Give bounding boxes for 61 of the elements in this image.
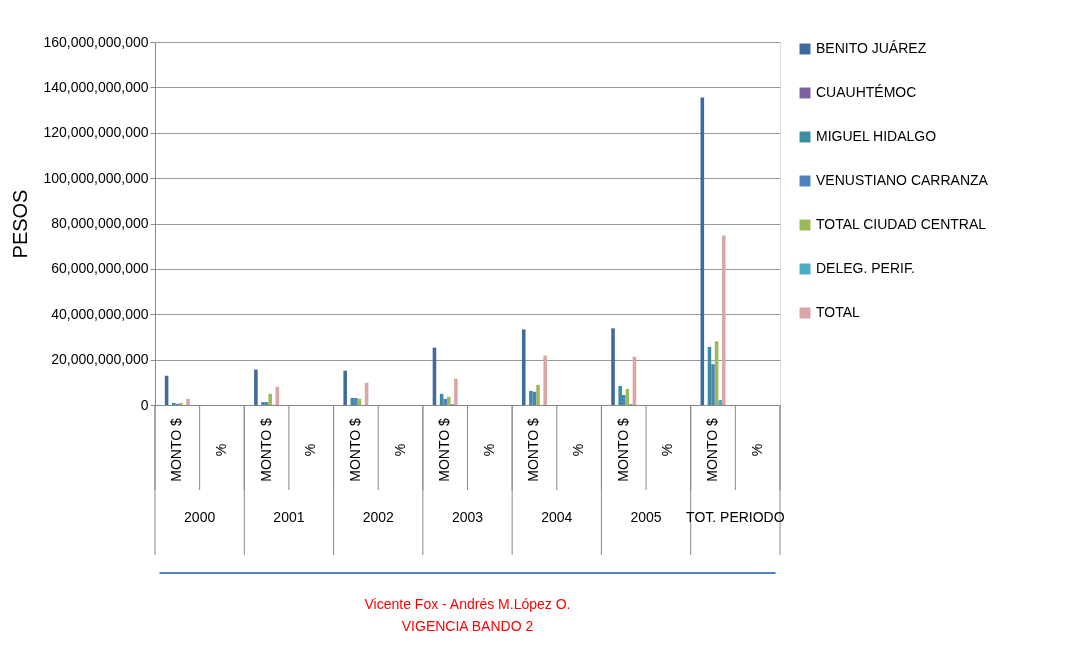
bar: [711, 364, 715, 405]
legend-label: TOTAL CIUDAD CENTRAL: [816, 216, 987, 232]
bar: [186, 398, 190, 405]
bar: [171, 402, 176, 405]
legend-label: TOTAL: [816, 304, 861, 320]
x-tick-label: %: [659, 443, 676, 457]
x-tick-label: MONTO $: [525, 418, 542, 482]
bar: [354, 397, 358, 405]
bar: [446, 396, 451, 405]
text: TOT. PERIODO: [686, 509, 785, 525]
text: Vicente Fox - Andrés M.López O.: [364, 596, 571, 612]
x-tick-label: %: [748, 443, 765, 457]
x-tick-label: %: [480, 443, 497, 457]
y-tick-label: 0: [140, 396, 149, 413]
x-tick-label: %: [212, 443, 229, 457]
y-tick-label: 160,000,000,000: [43, 33, 149, 50]
y-tick-label: 100,000,000,000: [43, 169, 149, 186]
x-tick-label: %: [570, 443, 587, 457]
bar: [261, 402, 265, 405]
y-tick-label: 60,000,000,000: [51, 260, 149, 277]
bar: [254, 369, 258, 405]
y-tick-label: 20,000,000,000: [51, 351, 149, 368]
legend-label: DELEG. PERIF.: [816, 260, 915, 276]
y-tick-label: 40,000,000,000: [51, 305, 149, 322]
y-tick-label: 80,000,000,000: [51, 215, 149, 231]
text: 2004: [541, 509, 573, 525]
bar: [721, 235, 726, 405]
x-tick-label: %: [391, 443, 408, 457]
y-tick-label: 140,000,000,000: [43, 78, 149, 95]
bar: [611, 328, 615, 405]
bar: [179, 402, 183, 405]
text: 2003: [451, 509, 484, 525]
bar: [343, 370, 347, 405]
bar: [536, 384, 540, 405]
bar: [543, 355, 547, 405]
x-tick-label: %: [302, 443, 319, 457]
x-tick-label: MONTO $: [257, 418, 274, 482]
text: 2005: [630, 509, 662, 525]
x-tick-label: MONTO $: [168, 418, 185, 482]
text: 2001: [273, 509, 305, 525]
bar: [268, 393, 272, 405]
bar: [618, 385, 622, 405]
bar: [529, 390, 533, 405]
y-tick-label: 120,000,000,000: [43, 124, 149, 141]
x-tick-label: MONTO $: [704, 418, 721, 482]
x-tick-label: MONTO $: [614, 418, 631, 482]
legend-label: VENUSTIANO CARRANZA: [816, 172, 989, 188]
text: VIGENCIA BANDO 2: [401, 618, 534, 634]
bar: [454, 378, 458, 405]
text: 2000: [184, 509, 216, 525]
bar: [443, 398, 447, 405]
legend-label: MIGUEL HIDALGO: [816, 128, 937, 144]
bar: [621, 395, 626, 405]
bar: [521, 329, 526, 405]
legend-label: CUAUHTÉMOC: [816, 84, 917, 100]
x-tick-label: MONTO $: [436, 418, 453, 482]
legend-label: BENITO JUÁREZ: [816, 40, 927, 56]
text: 2002: [362, 509, 394, 525]
bar: [718, 400, 722, 405]
x-tick-label: MONTO $: [346, 418, 363, 482]
y-axis-title: PESOS: [9, 189, 32, 259]
